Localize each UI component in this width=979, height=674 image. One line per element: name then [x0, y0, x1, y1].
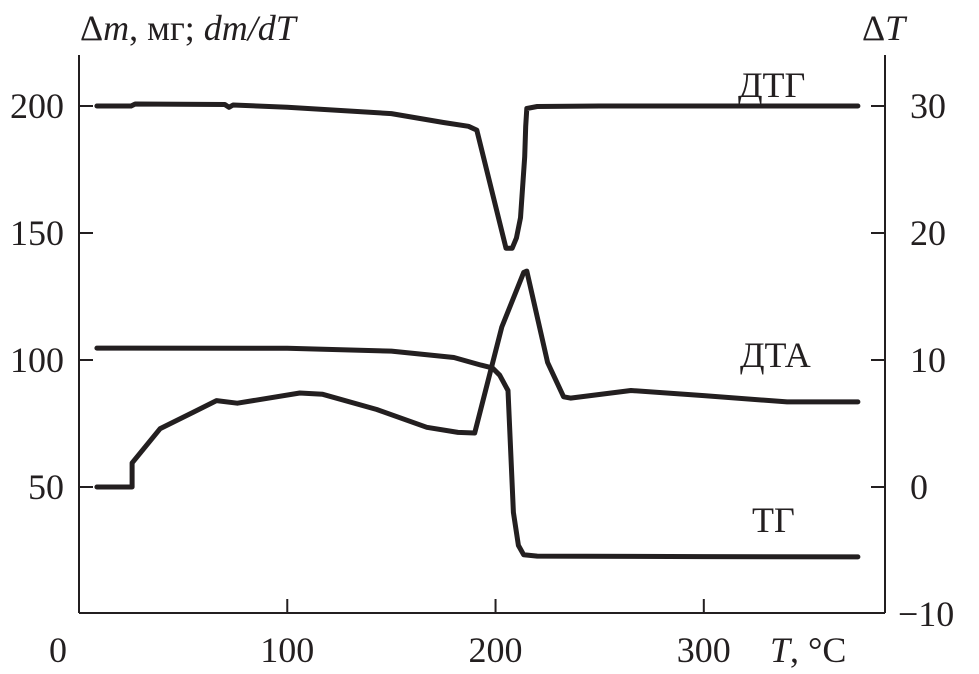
- x-tick-label: 200: [469, 630, 523, 670]
- y-right-tick-label: 20: [910, 213, 946, 253]
- y-left-tick-label: 200: [10, 86, 64, 126]
- x-tick-label: 100: [260, 630, 314, 670]
- y-left-tick-label: 50: [28, 467, 64, 507]
- label-tg: ТГ: [752, 500, 795, 540]
- y-right-tick-label: 0: [910, 467, 928, 507]
- series-ДТА: [94, 268, 861, 490]
- y-right-tick-label: 30: [910, 86, 946, 126]
- y-axis-right-title: ΔT: [862, 8, 908, 48]
- label-dtg: ДТГ: [738, 65, 805, 105]
- series-ТГ: [94, 345, 861, 560]
- y-left-tick-label: 150: [10, 213, 64, 253]
- series-ДТГ: [94, 101, 861, 251]
- x-axis-title: T, °C: [770, 630, 846, 670]
- y-left-tick-label: 100: [10, 340, 64, 380]
- axes: [78, 55, 886, 614]
- x-tick-label: 300: [677, 630, 731, 670]
- y-right-tick-label: −10: [898, 594, 954, 634]
- x-tick-label: 0: [49, 630, 67, 670]
- y-axis-left-title: Δm, мг; dm/dT: [80, 8, 299, 48]
- label-dta: ДТА: [740, 335, 811, 375]
- y-right-tick-label: 10: [910, 340, 946, 380]
